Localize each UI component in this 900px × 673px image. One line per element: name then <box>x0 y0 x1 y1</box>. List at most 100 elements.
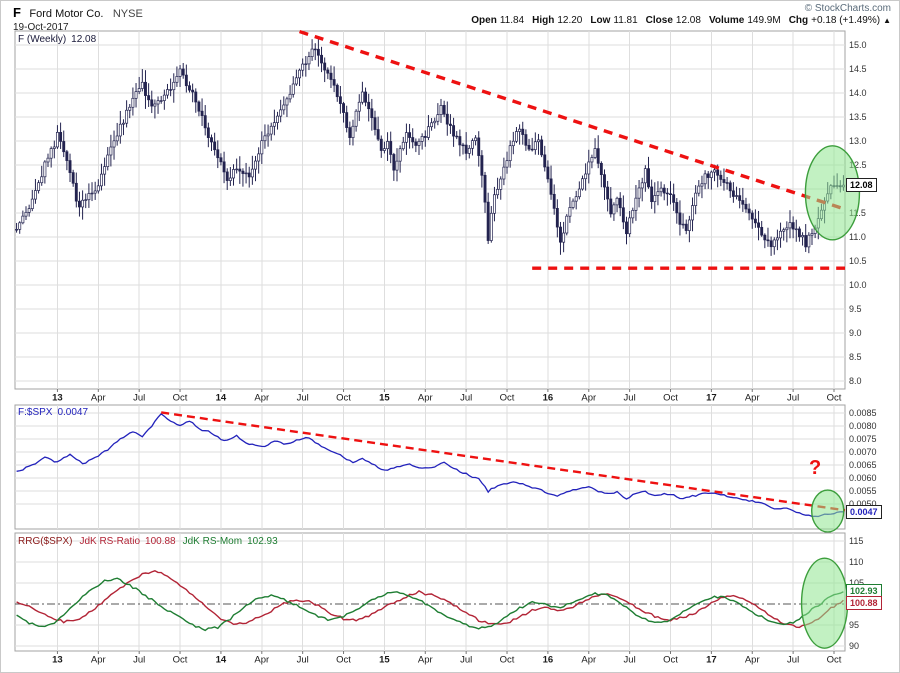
quote-value: 11.84 <box>499 15 525 26</box>
rrg-line <box>16 570 844 629</box>
quote-label: Chg <box>788 15 809 26</box>
svg-text:14: 14 <box>216 655 227 666</box>
svg-text:Apr: Apr <box>581 393 596 404</box>
svg-text:14.0: 14.0 <box>849 88 867 98</box>
highlight-ellipse <box>804 145 861 241</box>
quote-label: High <box>532 15 555 26</box>
svg-text:Apr: Apr <box>91 393 106 404</box>
header-right: © StockCharts.com Open 11.84 High 12.20 Low 1… <box>463 3 891 27</box>
svg-text:0.0085: 0.0085 <box>849 408 877 418</box>
header-left: F Ford Motor Co. NYSE 19-Oct-2017 <box>13 4 143 34</box>
ratio-legend-title: F:$SPX <box>18 407 53 418</box>
svg-text:13: 13 <box>52 655 63 666</box>
svg-text:Apr: Apr <box>418 393 433 404</box>
ticker-symbol: F <box>13 5 21 20</box>
svg-text:0.0055: 0.0055 <box>849 486 877 496</box>
svg-text:110: 110 <box>849 557 863 567</box>
svg-text:15.0: 15.0 <box>849 40 867 50</box>
svg-text:13.0: 13.0 <box>849 136 867 146</box>
last-price-axis-label: 12.08 <box>846 178 877 193</box>
svg-text:Apr: Apr <box>254 393 269 404</box>
svg-text:0.0050: 0.0050 <box>849 499 877 509</box>
rs-ratio-legend: JdK RS-Ratio 100.88 <box>79 536 176 547</box>
svg-text:10.5: 10.5 <box>849 256 867 266</box>
svg-text:0.0065: 0.0065 <box>849 460 877 470</box>
svg-text:11.0: 11.0 <box>849 232 866 242</box>
svg-text:0.0070: 0.0070 <box>849 447 877 457</box>
highlight-ellipse <box>800 557 849 649</box>
price-panel: 15.014.514.013.513.012.512.011.511.010.5… <box>14 29 867 390</box>
svg-text:Jul: Jul <box>624 655 636 666</box>
svg-text:Apr: Apr <box>91 655 106 666</box>
question-mark-annotation: ? <box>809 457 821 479</box>
svg-text:15: 15 <box>379 655 390 666</box>
svg-text:Jul: Jul <box>133 655 145 666</box>
svg-text:8.5: 8.5 <box>849 352 862 362</box>
svg-text:17: 17 <box>706 655 717 666</box>
svg-text:14: 14 <box>216 393 227 404</box>
svg-text:105: 105 <box>849 578 864 588</box>
rrg-legend: RRG($SPX) JdK RS-Ratio 100.88 JdK RS-Mom 102… <box>18 536 278 547</box>
chart-date: 19-Oct-2017 <box>13 22 69 34</box>
svg-text:8.0: 8.0 <box>849 376 862 386</box>
svg-text:Jul: Jul <box>133 393 145 404</box>
svg-text:0.0075: 0.0075 <box>849 434 877 444</box>
svg-text:Oct: Oct <box>663 655 678 666</box>
svg-text:Oct: Oct <box>500 655 515 666</box>
svg-text:Oct: Oct <box>173 393 188 404</box>
svg-text:16: 16 <box>543 655 554 666</box>
price-legend-title: F (Weekly) <box>18 34 67 45</box>
quote-label: Volume <box>708 15 745 26</box>
company-name: Ford Motor Co. <box>29 8 104 20</box>
svg-text:Apr: Apr <box>418 655 433 666</box>
svg-text:13: 13 <box>52 393 63 404</box>
ratio-panel: 0.0085 0.0080 0.0075 0.0070 0.0065 0.0060 0.00… <box>14 404 877 533</box>
svg-text:17: 17 <box>706 393 717 404</box>
annotation-dashed-line <box>161 411 846 512</box>
quote-bar: Open 11.84 High 12.20 Low 11.81 Close 12.08 Volu… <box>463 15 891 27</box>
svg-text:12.5: 12.5 <box>849 160 867 170</box>
svg-text:Jul: Jul <box>297 393 309 404</box>
svg-text:Oct: Oct <box>336 655 351 666</box>
svg-text:Apr: Apr <box>254 655 269 666</box>
rs-mom-legend: JdK RS-Mom 102.93 <box>182 536 278 547</box>
svg-text:Oct: Oct <box>173 655 188 666</box>
svg-text:10.0: 10.0 <box>849 280 867 290</box>
ratio-legend-value: 0.0047 <box>57 407 89 418</box>
svg-text:Jul: Jul <box>787 655 799 666</box>
rs-ratio-axis-label: 100.88 <box>846 596 882 611</box>
svg-text:16: 16 <box>543 393 554 404</box>
quote-value: 12.08 <box>675 15 701 26</box>
exchange: NYSE <box>112 8 143 20</box>
svg-text:Jul: Jul <box>460 393 472 404</box>
svg-text:0.0080: 0.0080 <box>849 421 877 431</box>
svg-text:15: 15 <box>379 393 390 404</box>
rrg-legend-title: RRG($SPX) <box>18 536 73 547</box>
rrg-line <box>16 577 844 632</box>
quote-label: Low <box>590 15 611 26</box>
rrg-panel: 115 110 105 95 90 <box>14 532 864 652</box>
svg-text:Jul: Jul <box>460 655 472 666</box>
svg-text:Oct: Oct <box>827 393 842 404</box>
svg-text:9.0: 9.0 <box>849 328 862 338</box>
quote-value: 12.20 <box>557 15 583 26</box>
svg-text:90: 90 <box>849 641 859 651</box>
svg-text:115: 115 <box>849 536 863 546</box>
x-axis-labels: 13 Apr Jul Oct 14 Apr Jul Oct 15 Apr Jul Oct 16 Apr Ju… <box>52 389 842 666</box>
stockcharts-credit: © StockCharts.com <box>804 3 891 14</box>
svg-text:Apr: Apr <box>581 655 596 666</box>
highlight-ellipse <box>811 489 845 533</box>
change-up-arrow-icon: ▲ <box>883 16 891 25</box>
price-legend-value: 12.08 <box>71 34 97 45</box>
svg-text:0.0060: 0.0060 <box>849 473 877 483</box>
svg-text:14.5: 14.5 <box>849 64 867 74</box>
svg-text:Oct: Oct <box>663 393 678 404</box>
symbol-line: F Ford Motor Co. NYSE <box>13 4 143 22</box>
svg-text:95: 95 <box>849 620 859 630</box>
svg-text:9.5: 9.5 <box>849 304 862 314</box>
svg-text:Oct: Oct <box>500 393 515 404</box>
svg-text:Apr: Apr <box>745 393 760 404</box>
ratio-legend: F:$SPX 0.0047 <box>18 407 88 418</box>
